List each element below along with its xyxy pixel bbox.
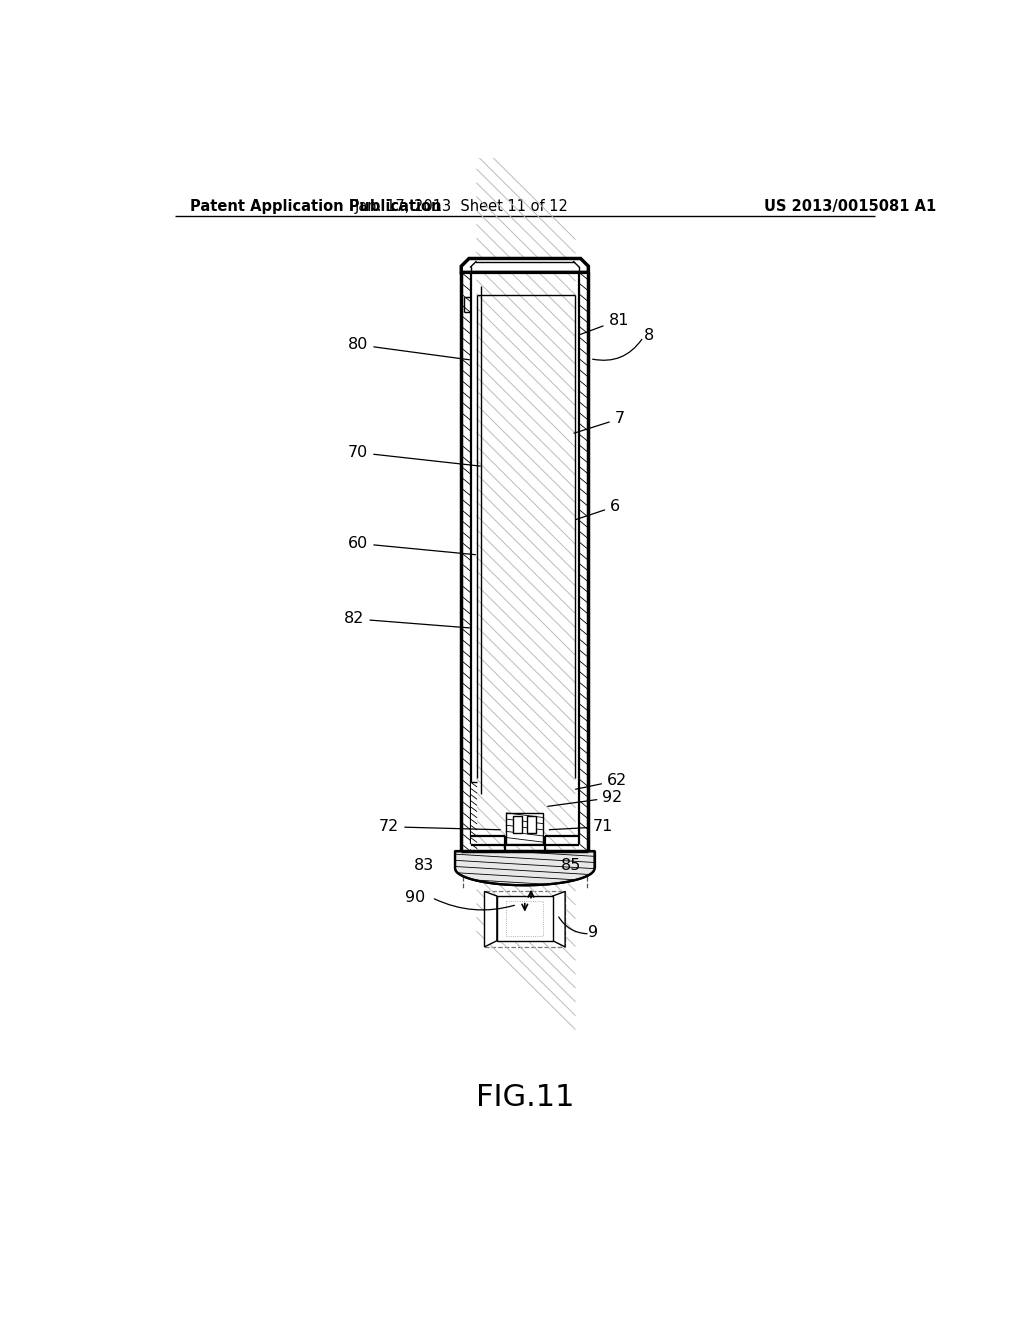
Text: Jan. 17, 2013  Sheet 11 of 12: Jan. 17, 2013 Sheet 11 of 12 bbox=[354, 198, 568, 214]
Text: 72: 72 bbox=[379, 820, 501, 834]
Text: 7: 7 bbox=[573, 411, 625, 433]
Bar bbox=[477, 296, 575, 779]
Text: 85: 85 bbox=[561, 858, 582, 873]
Text: 70: 70 bbox=[348, 445, 480, 466]
Bar bbox=[579, 272, 589, 851]
Text: 62: 62 bbox=[575, 774, 627, 789]
Text: US 2013/0015081 A1: US 2013/0015081 A1 bbox=[764, 198, 936, 214]
Text: 60: 60 bbox=[348, 536, 475, 554]
Bar bbox=[506, 900, 544, 936]
Bar bbox=[471, 781, 477, 843]
Text: FIG.11: FIG.11 bbox=[475, 1084, 574, 1113]
Text: 90: 90 bbox=[404, 890, 425, 906]
Text: 80: 80 bbox=[348, 337, 469, 360]
Text: 6: 6 bbox=[577, 499, 621, 520]
Text: 81: 81 bbox=[581, 313, 629, 334]
Text: 8: 8 bbox=[644, 327, 654, 343]
Text: 82: 82 bbox=[344, 611, 469, 628]
Text: 9: 9 bbox=[588, 925, 598, 940]
Text: 83: 83 bbox=[414, 858, 434, 873]
Bar bbox=[506, 813, 544, 843]
Text: 71: 71 bbox=[549, 820, 613, 834]
Text: Patent Application Publication: Patent Application Publication bbox=[190, 198, 441, 214]
Polygon shape bbox=[455, 851, 595, 886]
Polygon shape bbox=[484, 891, 497, 946]
Bar bbox=[484, 891, 565, 946]
Polygon shape bbox=[553, 891, 565, 946]
Polygon shape bbox=[461, 259, 589, 272]
Polygon shape bbox=[527, 816, 537, 833]
Bar bbox=[461, 272, 471, 851]
Polygon shape bbox=[497, 896, 553, 941]
Polygon shape bbox=[513, 816, 522, 833]
Text: 92: 92 bbox=[548, 789, 623, 807]
